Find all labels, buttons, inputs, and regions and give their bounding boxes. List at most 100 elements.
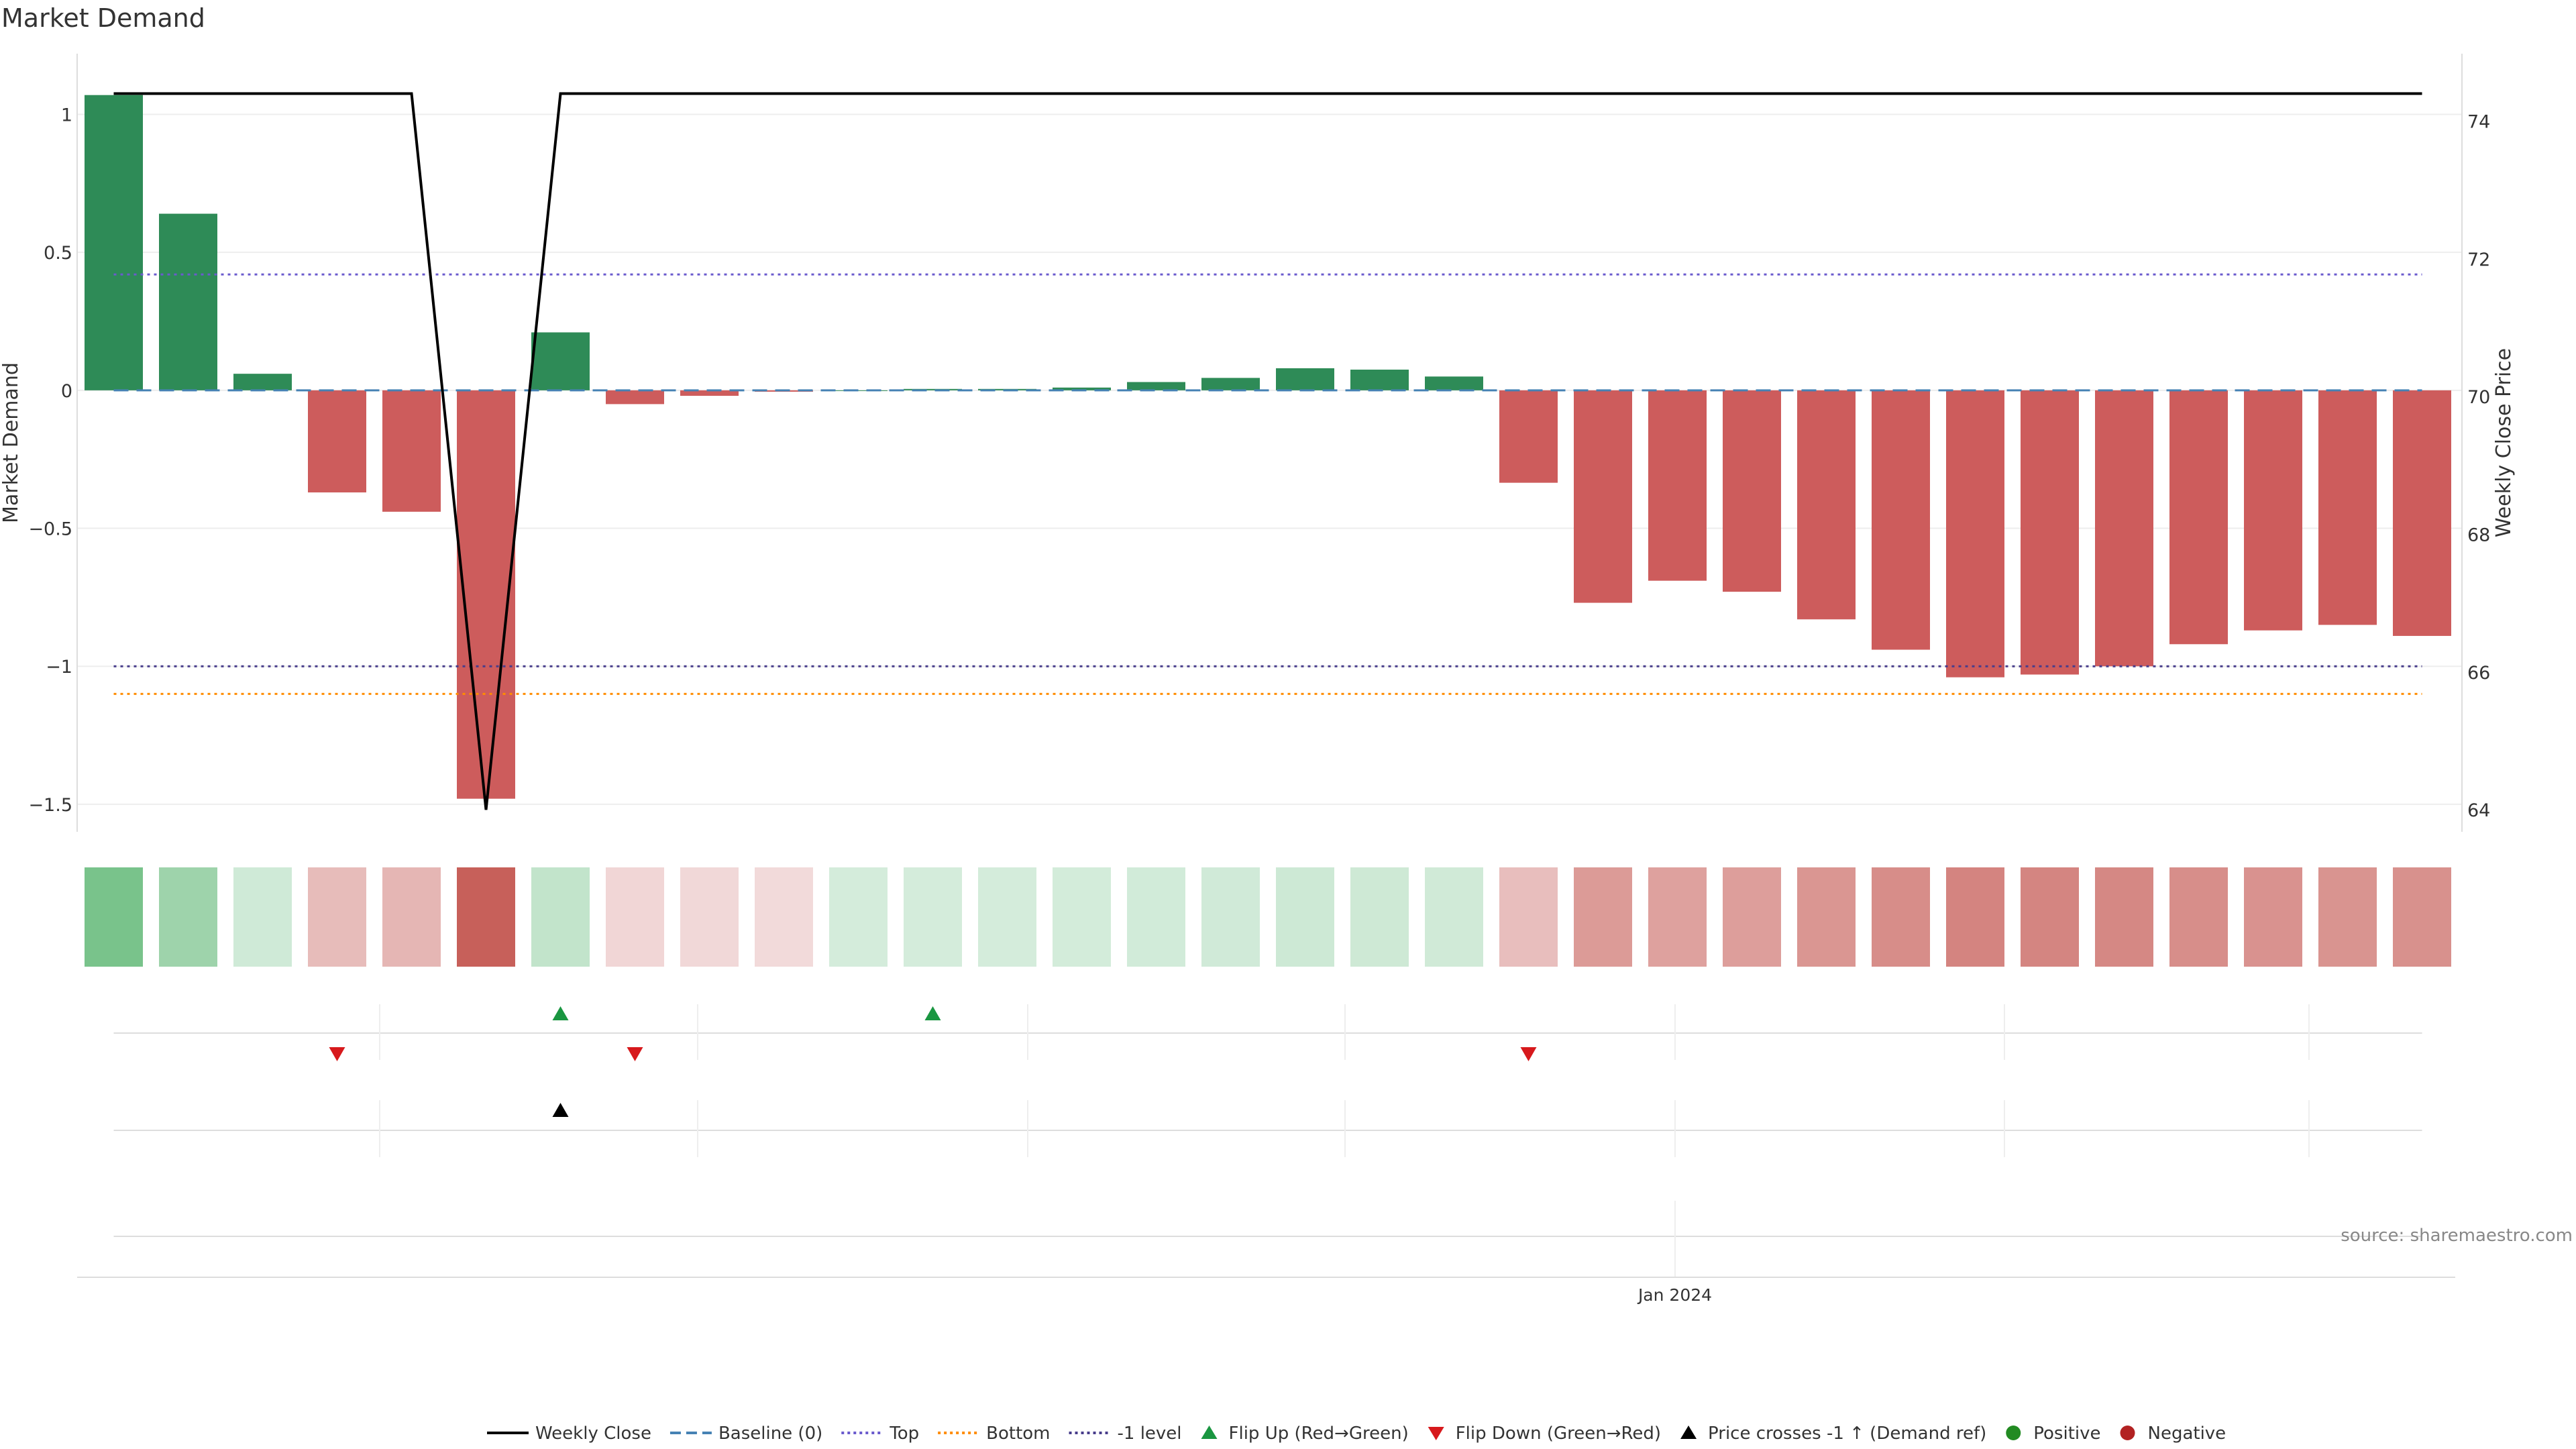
heat-cell xyxy=(1648,867,1707,967)
y2-tick-label: 66 xyxy=(2467,663,2490,684)
event-markers xyxy=(329,1006,1537,1117)
y-tick-label: 1 xyxy=(61,105,72,125)
heat-cell xyxy=(531,867,590,967)
legend-symbol-dot xyxy=(2120,1426,2135,1440)
heat-cell xyxy=(1276,867,1334,967)
heat-cell xyxy=(382,867,441,967)
legend-label: Baseline (0) xyxy=(718,1424,822,1444)
heat-cell xyxy=(308,867,366,967)
demand-bar xyxy=(2169,390,2228,645)
y2-tick-label: 74 xyxy=(2467,112,2490,133)
demand-bar xyxy=(1201,378,1260,390)
heat-cell xyxy=(606,867,664,967)
y-tick-label: 0 xyxy=(61,381,72,402)
heat-cell xyxy=(1946,867,2004,967)
demand-bar xyxy=(308,390,366,493)
heat-cell xyxy=(680,867,739,967)
demand-bar xyxy=(2095,390,2153,667)
weekly-close-layer xyxy=(113,92,2422,810)
heat-cell xyxy=(1499,867,1558,967)
flip-down-marker xyxy=(1520,1047,1537,1061)
heat-cell xyxy=(1797,867,1856,967)
legend-symbol-dot xyxy=(2006,1426,2021,1440)
heat-cell xyxy=(1872,867,1930,967)
heat-cell xyxy=(159,867,217,967)
demand-bar xyxy=(1499,390,1558,483)
legend-symbol-triangle-up xyxy=(1680,1426,1697,1439)
flip-up-marker xyxy=(924,1006,941,1020)
source-note: source: sharemaestro.com xyxy=(2341,1226,2573,1246)
demand-bar xyxy=(233,374,292,390)
heat-cell xyxy=(829,867,888,967)
flip-down-marker xyxy=(627,1047,643,1061)
demand-bar xyxy=(2021,390,2079,675)
legend-label: -1 level xyxy=(1118,1424,1182,1444)
heat-cell xyxy=(2393,867,2451,967)
heat-cell xyxy=(85,867,143,967)
heat-cell xyxy=(2095,867,2153,967)
legend: Weekly Close Baseline (0) Top Bottom -1 leve… xyxy=(487,1424,2226,1444)
heat-cell xyxy=(1574,867,1632,967)
demand-bar xyxy=(1723,390,1781,592)
heat-cell xyxy=(1053,867,1111,967)
legend-label: Price crosses -1 ↑ (Demand ref) xyxy=(1708,1424,1986,1444)
indicator-panels xyxy=(77,1004,2455,1278)
demand-bars xyxy=(85,95,2451,799)
y2-tick-label: 72 xyxy=(2467,250,2490,270)
chart-title: Market Demand xyxy=(1,3,205,33)
demand-bar xyxy=(382,390,441,512)
demand-bar xyxy=(531,332,590,390)
demand-bar xyxy=(904,388,962,390)
heat-cell xyxy=(2244,867,2302,967)
demand-bar xyxy=(606,390,664,405)
y-tick-label: −1.5 xyxy=(28,795,72,816)
legend-label: Positive xyxy=(2033,1424,2100,1444)
heat-cell xyxy=(1723,867,1781,967)
heat-cell xyxy=(457,867,515,967)
legend-symbol-triangle-up xyxy=(1201,1426,1218,1439)
demand-bar xyxy=(680,390,739,396)
demand-bar xyxy=(1946,390,2004,678)
demand-bar xyxy=(1425,376,1483,390)
y2-tick-label: 64 xyxy=(2467,800,2490,821)
heat-cell xyxy=(2169,867,2228,967)
demand-bar xyxy=(2318,390,2377,625)
demand-bar xyxy=(1872,390,1930,650)
demand-bar xyxy=(1648,390,1707,581)
x-tick-label: Jan 2024 xyxy=(1637,1285,1712,1305)
y-tick-label: 0.5 xyxy=(44,243,72,264)
demand-bar xyxy=(85,95,143,390)
legend-symbol-triangle-down xyxy=(1428,1427,1444,1440)
flip-down-marker xyxy=(329,1047,345,1061)
heat-cell xyxy=(2021,867,2079,967)
legend-label: Negative xyxy=(2148,1424,2226,1444)
weekly-close-line xyxy=(113,92,2422,810)
heat-cell xyxy=(2318,867,2377,967)
y-tick-label: −1 xyxy=(46,657,72,678)
demand-bar xyxy=(1053,387,1111,390)
heat-cell xyxy=(1201,867,1260,967)
heat-cell xyxy=(233,867,292,967)
flip-up-marker xyxy=(552,1006,569,1020)
legend-label: Top xyxy=(889,1424,919,1444)
demand-bar xyxy=(1797,390,1856,620)
legend-label: Weekly Close xyxy=(535,1424,651,1444)
legend-label: Flip Down (Green→Red) xyxy=(1456,1424,1661,1444)
legend-label: Bottom xyxy=(986,1424,1050,1444)
demand-bar xyxy=(1276,368,1334,390)
demand-bar xyxy=(159,213,217,390)
price-cross-marker xyxy=(552,1103,569,1117)
heat-cell xyxy=(755,867,813,967)
legend-label: Flip Up (Red→Green) xyxy=(1229,1424,1409,1444)
heat-cell xyxy=(1127,867,1185,967)
heat-cell xyxy=(1350,867,1409,967)
demand-bar xyxy=(1574,390,1632,603)
demand-bar xyxy=(1350,369,1409,390)
heat-cell xyxy=(1425,867,1483,967)
y-tick-label: −0.5 xyxy=(28,519,72,540)
axes: 1 0.5 0 −0.5 −1 −1.5 74 72 70 68 66 64 Jan 2024 xyxy=(28,54,2490,1305)
heat-cell xyxy=(904,867,962,967)
y2-tick-label: 70 xyxy=(2467,387,2490,408)
y2-tick-label: 68 xyxy=(2467,525,2490,546)
